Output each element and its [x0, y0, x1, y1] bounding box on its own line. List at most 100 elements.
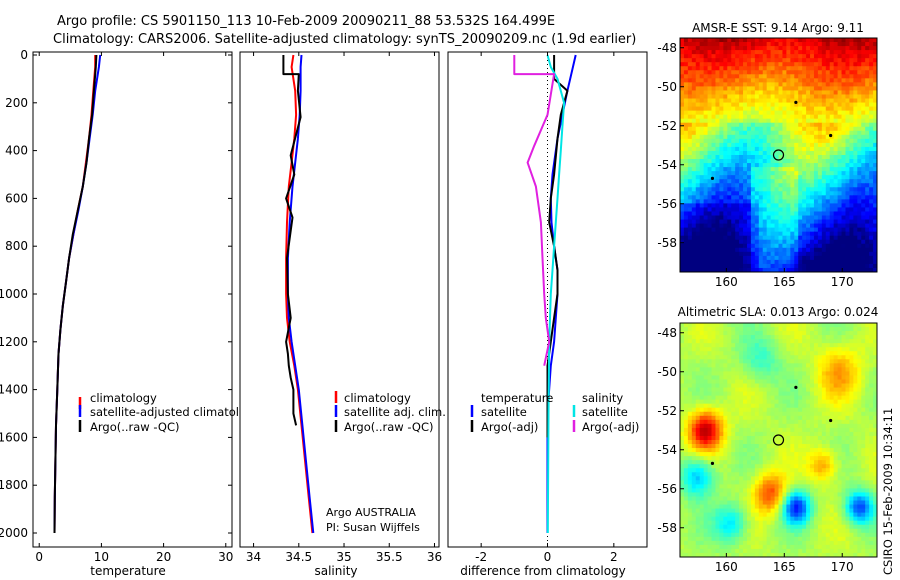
sst-map-cell: [853, 155, 858, 160]
sla-map-cell: [699, 395, 705, 401]
sst-map-cell: [790, 98, 795, 104]
sst-map-cell: [695, 74, 701, 79]
sst-map-cell: [869, 267, 874, 272]
sst-map-cell: [817, 38, 823, 43]
sla-map-cell: [766, 323, 772, 328]
sst-map-cell: [861, 211, 866, 217]
sst-map-cell: [782, 155, 787, 160]
sst-map-cell: [810, 183, 815, 188]
sst-map-cell: [770, 38, 776, 43]
sla-map-cell: [869, 343, 874, 348]
y-tick-label: 1000: [0, 287, 28, 301]
sst-map-cell: [723, 82, 728, 88]
sst-map-cell: [715, 86, 720, 92]
sla-map-cell: [869, 468, 874, 473]
sla-map-cell: [758, 427, 764, 433]
sla-map-cell: [841, 355, 847, 360]
sst-map-cell: [735, 146, 740, 152]
sst-map-cell: [743, 175, 748, 180]
sst-map-cell: [857, 58, 862, 63]
sla-map-cell: [841, 464, 847, 469]
sst-map-cell: [762, 231, 768, 237]
sst-map-cell: [699, 251, 705, 257]
sst-map-cell: [731, 159, 736, 164]
sla-map-cell: [683, 448, 689, 453]
sla-map-cell: [711, 391, 717, 397]
sst-map-cell: [833, 179, 839, 184]
sla-map-cell: [691, 444, 697, 449]
sst-map-cell: [762, 267, 768, 272]
sla-map-cell: [825, 363, 831, 368]
sla-map-cell: [849, 391, 854, 397]
sla-map-cell: [746, 411, 752, 417]
sst-map-cell: [841, 38, 847, 43]
sla-map-cell: [743, 419, 748, 425]
sst-map-cell: [743, 223, 748, 229]
sla-map-cell: [762, 399, 768, 405]
sst-map-cell: [786, 203, 791, 209]
sst-map-cell: [770, 130, 776, 136]
sla-map-cell: [829, 359, 835, 364]
sst-map-cell: [762, 251, 768, 257]
sla-map-cell: [691, 427, 697, 433]
sst-map-cell: [703, 126, 709, 132]
sst-map-cell: [723, 114, 728, 120]
sla-map-cell: [739, 435, 744, 441]
sst-map-cell: [754, 122, 760, 128]
sst-map-cell: [841, 167, 847, 172]
sla-map-cell: [774, 460, 780, 465]
sla-map-cell: [806, 435, 811, 441]
sst-map-cell: [766, 175, 772, 180]
sla-map-cell: [731, 440, 736, 445]
sla-map-cell: [806, 363, 811, 368]
sla-map-cell: [699, 355, 705, 360]
sst-map-cell: [758, 118, 764, 124]
sla-map-cell: [766, 468, 772, 473]
sst-map-cell: [707, 146, 713, 152]
sla-map-cell: [683, 359, 689, 364]
sla-map-cell: [754, 444, 760, 449]
y-tick-label: 1200: [0, 335, 28, 349]
sst-map-cell: [861, 54, 866, 59]
sla-map-cell: [699, 391, 705, 397]
sla-map-cell: [825, 415, 831, 421]
sla-map-cell: [841, 339, 847, 344]
sst-map-cell: [778, 163, 784, 168]
sla-map-cell: [683, 375, 689, 381]
sst-map-cell: [837, 219, 843, 225]
sst-map-cell: [743, 163, 748, 168]
sst-map-cell: [865, 134, 870, 140]
sla-map-cell: [750, 456, 756, 461]
sst-map-cell: [873, 106, 877, 112]
sla-map-cell: [766, 403, 772, 409]
sst-map-cell: [735, 187, 740, 192]
sst-map-cell: [707, 227, 713, 233]
sst-map-cell: [853, 211, 858, 217]
sst-map-cell: [680, 195, 685, 200]
sst-map-cell: [683, 159, 689, 164]
y-tick-label: 800: [5, 239, 28, 253]
sla-map-cell: [770, 472, 776, 477]
sla-map-cell: [865, 371, 870, 377]
sst-map-cell: [798, 175, 803, 180]
sla-map-cell: [774, 431, 780, 437]
sst-map-cell: [770, 106, 776, 112]
sla-map-cell: [703, 395, 709, 401]
sst-map-cell: [817, 191, 823, 196]
sla-map-cell: [766, 359, 772, 364]
sst-map-cell: [873, 267, 877, 272]
sla-map-cell: [857, 456, 862, 461]
sst-map-cell: [739, 255, 744, 261]
sst-map-cell: [750, 78, 756, 83]
sla-map-cell: [707, 399, 713, 405]
sla-map-cell: [817, 464, 823, 469]
sst-map-cell: [707, 167, 713, 172]
sst-map-cell: [727, 155, 732, 160]
sst-map-cell: [719, 42, 724, 47]
sla-map-cell: [691, 335, 697, 340]
sla-map-cell: [680, 452, 685, 457]
sst-map-cell: [857, 98, 862, 104]
sst-map-cell: [691, 187, 697, 192]
sst-map-cell: [853, 70, 858, 75]
sst-map-cell: [723, 134, 728, 140]
